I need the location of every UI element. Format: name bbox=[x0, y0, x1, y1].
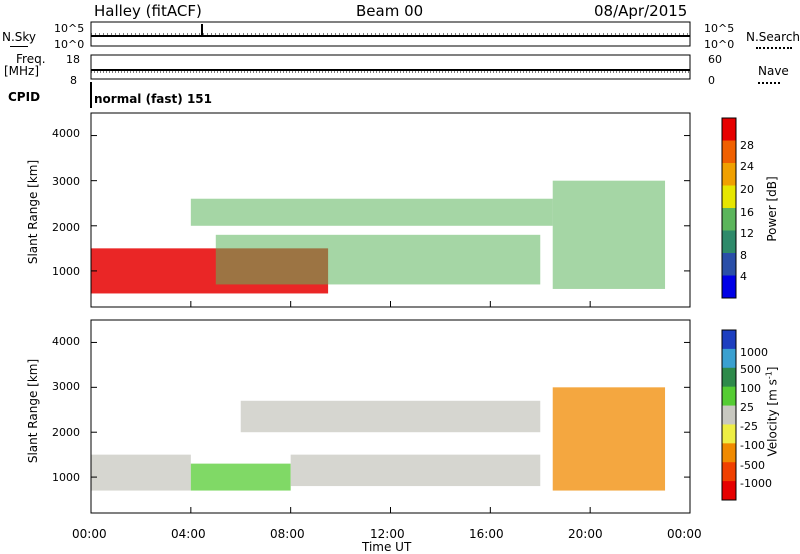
power-cb-tick-12: 12 bbox=[740, 227, 754, 240]
velocity-colorbar-swatch-2 bbox=[722, 367, 736, 388]
velocity-region-3 bbox=[240, 400, 541, 433]
power-region-1 bbox=[190, 198, 553, 226]
freq-tick-bottom: 8 bbox=[70, 74, 77, 87]
power-ytick-4000: 4000 bbox=[52, 127, 80, 140]
velocity-colorbar bbox=[721, 329, 737, 501]
nsky-tick-bottom: 10^0 bbox=[54, 38, 85, 51]
velocity-colorbar-swatch-8 bbox=[722, 481, 736, 501]
vel-cb-tick-500: 500 bbox=[740, 363, 761, 376]
power-colorbar-frame bbox=[721, 117, 737, 299]
station-title: Halley (fitACF) bbox=[94, 2, 202, 20]
velocity-colorbar-swatch-5 bbox=[722, 424, 736, 444]
vel-cb-tick-neg25: -25 bbox=[740, 420, 758, 433]
cpid-text: normal (fast) 151 bbox=[94, 92, 212, 106]
vel-cb-tick-100: 100 bbox=[740, 382, 761, 395]
freq-unit: [MHz] bbox=[4, 64, 40, 78]
power-cb-tick-28: 28 bbox=[740, 139, 754, 152]
power-cb-tick-4: 4 bbox=[740, 270, 747, 283]
nsky-panel-frame bbox=[90, 21, 691, 47]
xtick-2000: 20:00 bbox=[568, 527, 603, 541]
nsky-label: N.Sky bbox=[2, 30, 37, 44]
velocity-colorbar-swatch-1 bbox=[722, 348, 736, 369]
power-colorbar-swatch-6 bbox=[722, 253, 736, 276]
power-colorbar-swatch-2 bbox=[722, 163, 736, 186]
xtick-1600: 16:00 bbox=[469, 527, 504, 541]
power-colorbar-swatch-0 bbox=[722, 118, 736, 141]
power-ytick-2000: 2000 bbox=[52, 221, 80, 234]
xtick-0400: 04:00 bbox=[171, 527, 206, 541]
velocity-colorbar-swatch-7 bbox=[722, 462, 736, 482]
nave-tick-bottom: 0 bbox=[708, 74, 715, 87]
power-ytick-1000: 1000 bbox=[52, 265, 80, 278]
vel-cb-tick-neg1000: -1000 bbox=[740, 477, 772, 490]
power-colorbar-swatch-7 bbox=[722, 275, 736, 299]
power-colorbar-swatch-1 bbox=[722, 140, 736, 164]
nsky-tick-top: 10^5 bbox=[54, 22, 85, 35]
date-title: 08/Apr/2015 bbox=[594, 2, 688, 20]
power-colorbar-swatch-4 bbox=[722, 208, 736, 231]
velocity-region-1 bbox=[190, 463, 291, 491]
power-region-2 bbox=[215, 234, 541, 285]
nsky-underline bbox=[10, 46, 28, 47]
power-panel bbox=[91, 180, 666, 294]
freq-tick-top: 18 bbox=[66, 53, 80, 66]
freq-panel-frame bbox=[90, 54, 691, 80]
power-colorbar bbox=[721, 117, 737, 299]
power-cb-tick-20: 20 bbox=[740, 183, 754, 196]
nave-label: Nave bbox=[758, 64, 789, 78]
power-colorbar-swatch-5 bbox=[722, 230, 736, 254]
velocity-ytick-4000: 4000 bbox=[52, 335, 80, 348]
power-cb-tick-24: 24 bbox=[740, 160, 754, 173]
power-region-3 bbox=[552, 180, 666, 289]
velocity-ytick-1000: 1000 bbox=[52, 471, 80, 484]
power-cb-tick-16: 16 bbox=[740, 206, 754, 219]
vel-cb-tick-25: 25 bbox=[740, 401, 754, 414]
xtick-0800: 08:00 bbox=[270, 527, 305, 541]
power-colorbar-swatch-3 bbox=[722, 185, 736, 209]
nsearch-dotted-line bbox=[756, 47, 792, 49]
nsearch-tick-top: 10^5 bbox=[704, 22, 735, 35]
velocity-colorbar-swatch-4 bbox=[722, 405, 736, 425]
velocity-region-2 bbox=[290, 454, 541, 487]
freq-label: Freq. bbox=[16, 52, 46, 66]
xtick-0000: 00:00 bbox=[72, 527, 107, 541]
axis-ticks bbox=[90, 135, 691, 513]
beam-title: Beam 00 bbox=[356, 2, 424, 20]
power-cb-tick-8: 8 bbox=[740, 249, 747, 262]
cpid-label: CPID bbox=[8, 90, 41, 104]
power-ytick-3000: 3000 bbox=[52, 175, 80, 188]
velocity-colorbar-swatch-6 bbox=[722, 443, 736, 463]
xtick-0000-end: 00:00 bbox=[667, 527, 702, 541]
nsearch-label: N.Search bbox=[746, 30, 800, 44]
vel-cb-tick-neg100: -100 bbox=[740, 439, 765, 452]
xtick-1200: 12:00 bbox=[370, 527, 405, 541]
velocity-ytick-2000: 2000 bbox=[52, 426, 80, 439]
velocity-panel bbox=[91, 387, 666, 491]
velocity-colorbar-frame bbox=[721, 329, 737, 501]
velocity-region-4 bbox=[552, 387, 666, 491]
nsearch-tick-bottom: 10^0 bbox=[704, 38, 735, 51]
velocity-colorbar-swatch-3 bbox=[722, 386, 736, 407]
nave-tick-top: 60 bbox=[708, 53, 722, 66]
velocity-region-0 bbox=[91, 454, 191, 491]
nave-dotted-line bbox=[758, 82, 780, 84]
vel-cb-tick-neg500: -500 bbox=[740, 459, 765, 472]
velocity-colorbar-swatch-0 bbox=[722, 330, 736, 350]
velocity-ytick-3000: 3000 bbox=[52, 380, 80, 393]
xlabel: Time UT bbox=[362, 540, 412, 554]
vel-cb-tick-1000: 1000 bbox=[740, 346, 768, 359]
